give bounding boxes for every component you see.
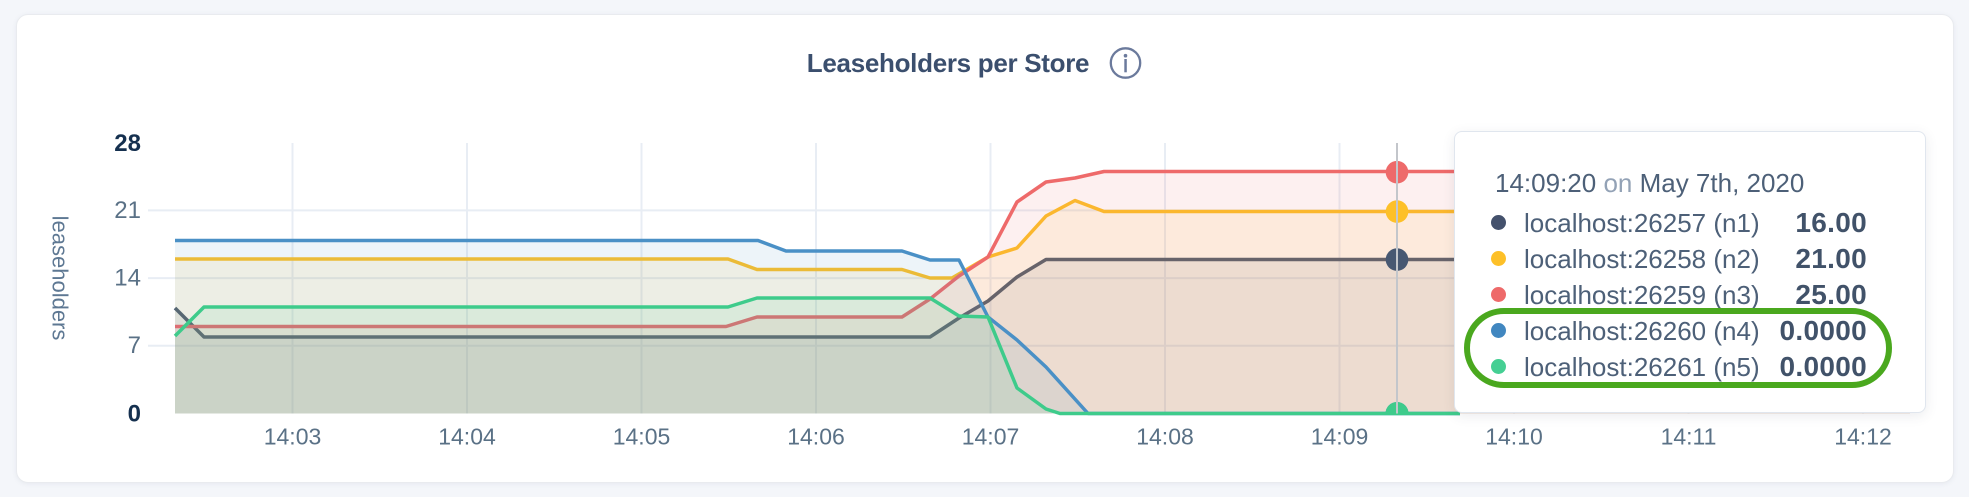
svg-text:14: 14	[114, 265, 141, 292]
svg-text:14:06: 14:06	[787, 424, 845, 450]
svg-text:14:09: 14:09	[1311, 424, 1369, 450]
svg-text:14:11: 14:11	[1661, 424, 1717, 450]
svg-text:14:04: 14:04	[438, 424, 496, 450]
svg-text:28: 28	[114, 130, 141, 157]
svg-text:14:03: 14:03	[264, 424, 322, 450]
svg-text:21: 21	[114, 197, 141, 224]
svg-text:14:12: 14:12	[1834, 424, 1892, 450]
svg-text:14:08: 14:08	[1136, 424, 1194, 450]
svg-text:0: 0	[128, 401, 141, 428]
svg-text:14:07: 14:07	[962, 424, 1020, 450]
svg-text:14:10: 14:10	[1485, 424, 1543, 450]
svg-text:Leaseholders per Store: Leaseholders per Store	[807, 48, 1089, 78]
svg-text:7: 7	[128, 332, 141, 359]
svg-text:leaseholders: leaseholders	[48, 216, 73, 341]
svg-text:14:05: 14:05	[613, 424, 671, 450]
